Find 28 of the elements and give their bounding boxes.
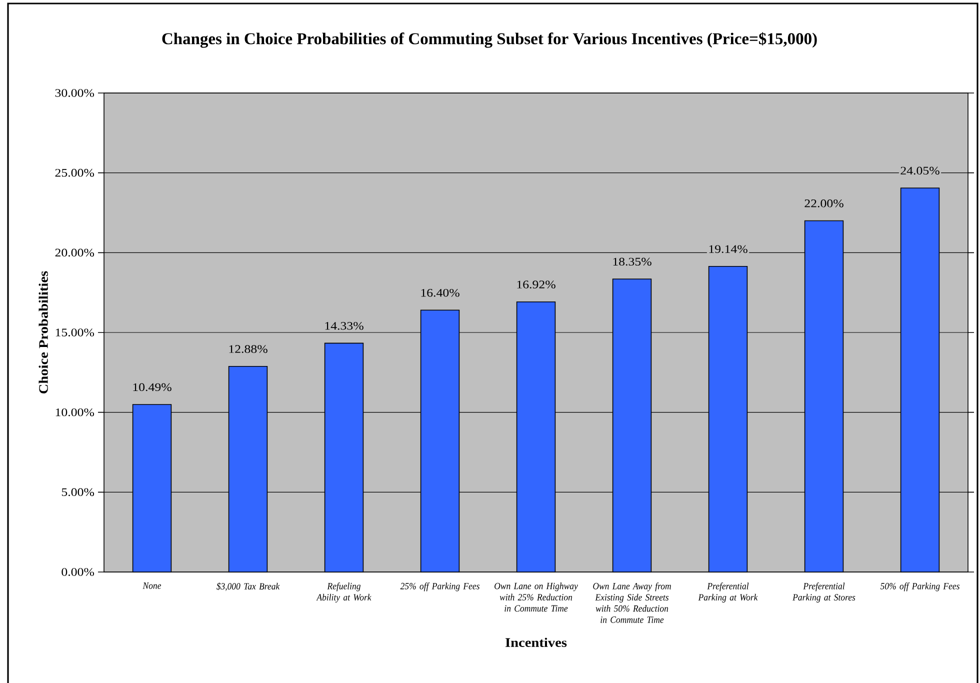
data-label: 18.35% (613, 258, 652, 266)
x-tick-label: Own Lane on Highway with 25% Reduction in Commute Time (494, 582, 578, 612)
data-label: 10.49% (133, 383, 172, 392)
x-tick-label: Own Lane Away from Existing Side Streets with 50% Reduction in Commute Time (593, 582, 671, 623)
x-axis-title: Incentives (506, 638, 567, 647)
data-label: 12.88% (229, 345, 268, 353)
y-tick-label: 0.00% (62, 568, 94, 576)
y-tick-label: 5.00% (62, 488, 94, 496)
x-tick-label: $3,000 Tax Break (216, 582, 280, 591)
data-label: 14.33% (325, 322, 364, 330)
y-tick-label: 25.00% (55, 168, 94, 177)
x-tick-label: None (142, 582, 162, 589)
y-axis-title: Choice Probabilities (38, 271, 48, 394)
y-tick-label: 30.00% (55, 89, 94, 97)
y-tick-label: 10.00% (56, 408, 94, 416)
x-tick-label: Preferential Parking at Work (698, 582, 758, 602)
chart-title: Changes in Choice Probabilities of Commuting Subset for Various Incentives (Price=$15,000) (162, 32, 817, 48)
data-label: 24.05% (900, 166, 940, 175)
x-tick-label: Preferential Parking at Stores (792, 582, 856, 602)
data-label: 22.00% (804, 200, 844, 208)
data-label: 16.92% (517, 280, 556, 288)
data-label: 16.40% (421, 288, 460, 297)
data-label: 19.14% (709, 245, 748, 253)
y-tick-label: 15.00% (56, 328, 94, 336)
x-tick-label: 25% off Parking Fees (400, 582, 480, 592)
x-tick-label: 50% off Parking Fees (880, 582, 960, 592)
y-tick-label: 20.00% (55, 248, 94, 257)
x-tick-label: Refueling Ability at Work (316, 582, 372, 602)
